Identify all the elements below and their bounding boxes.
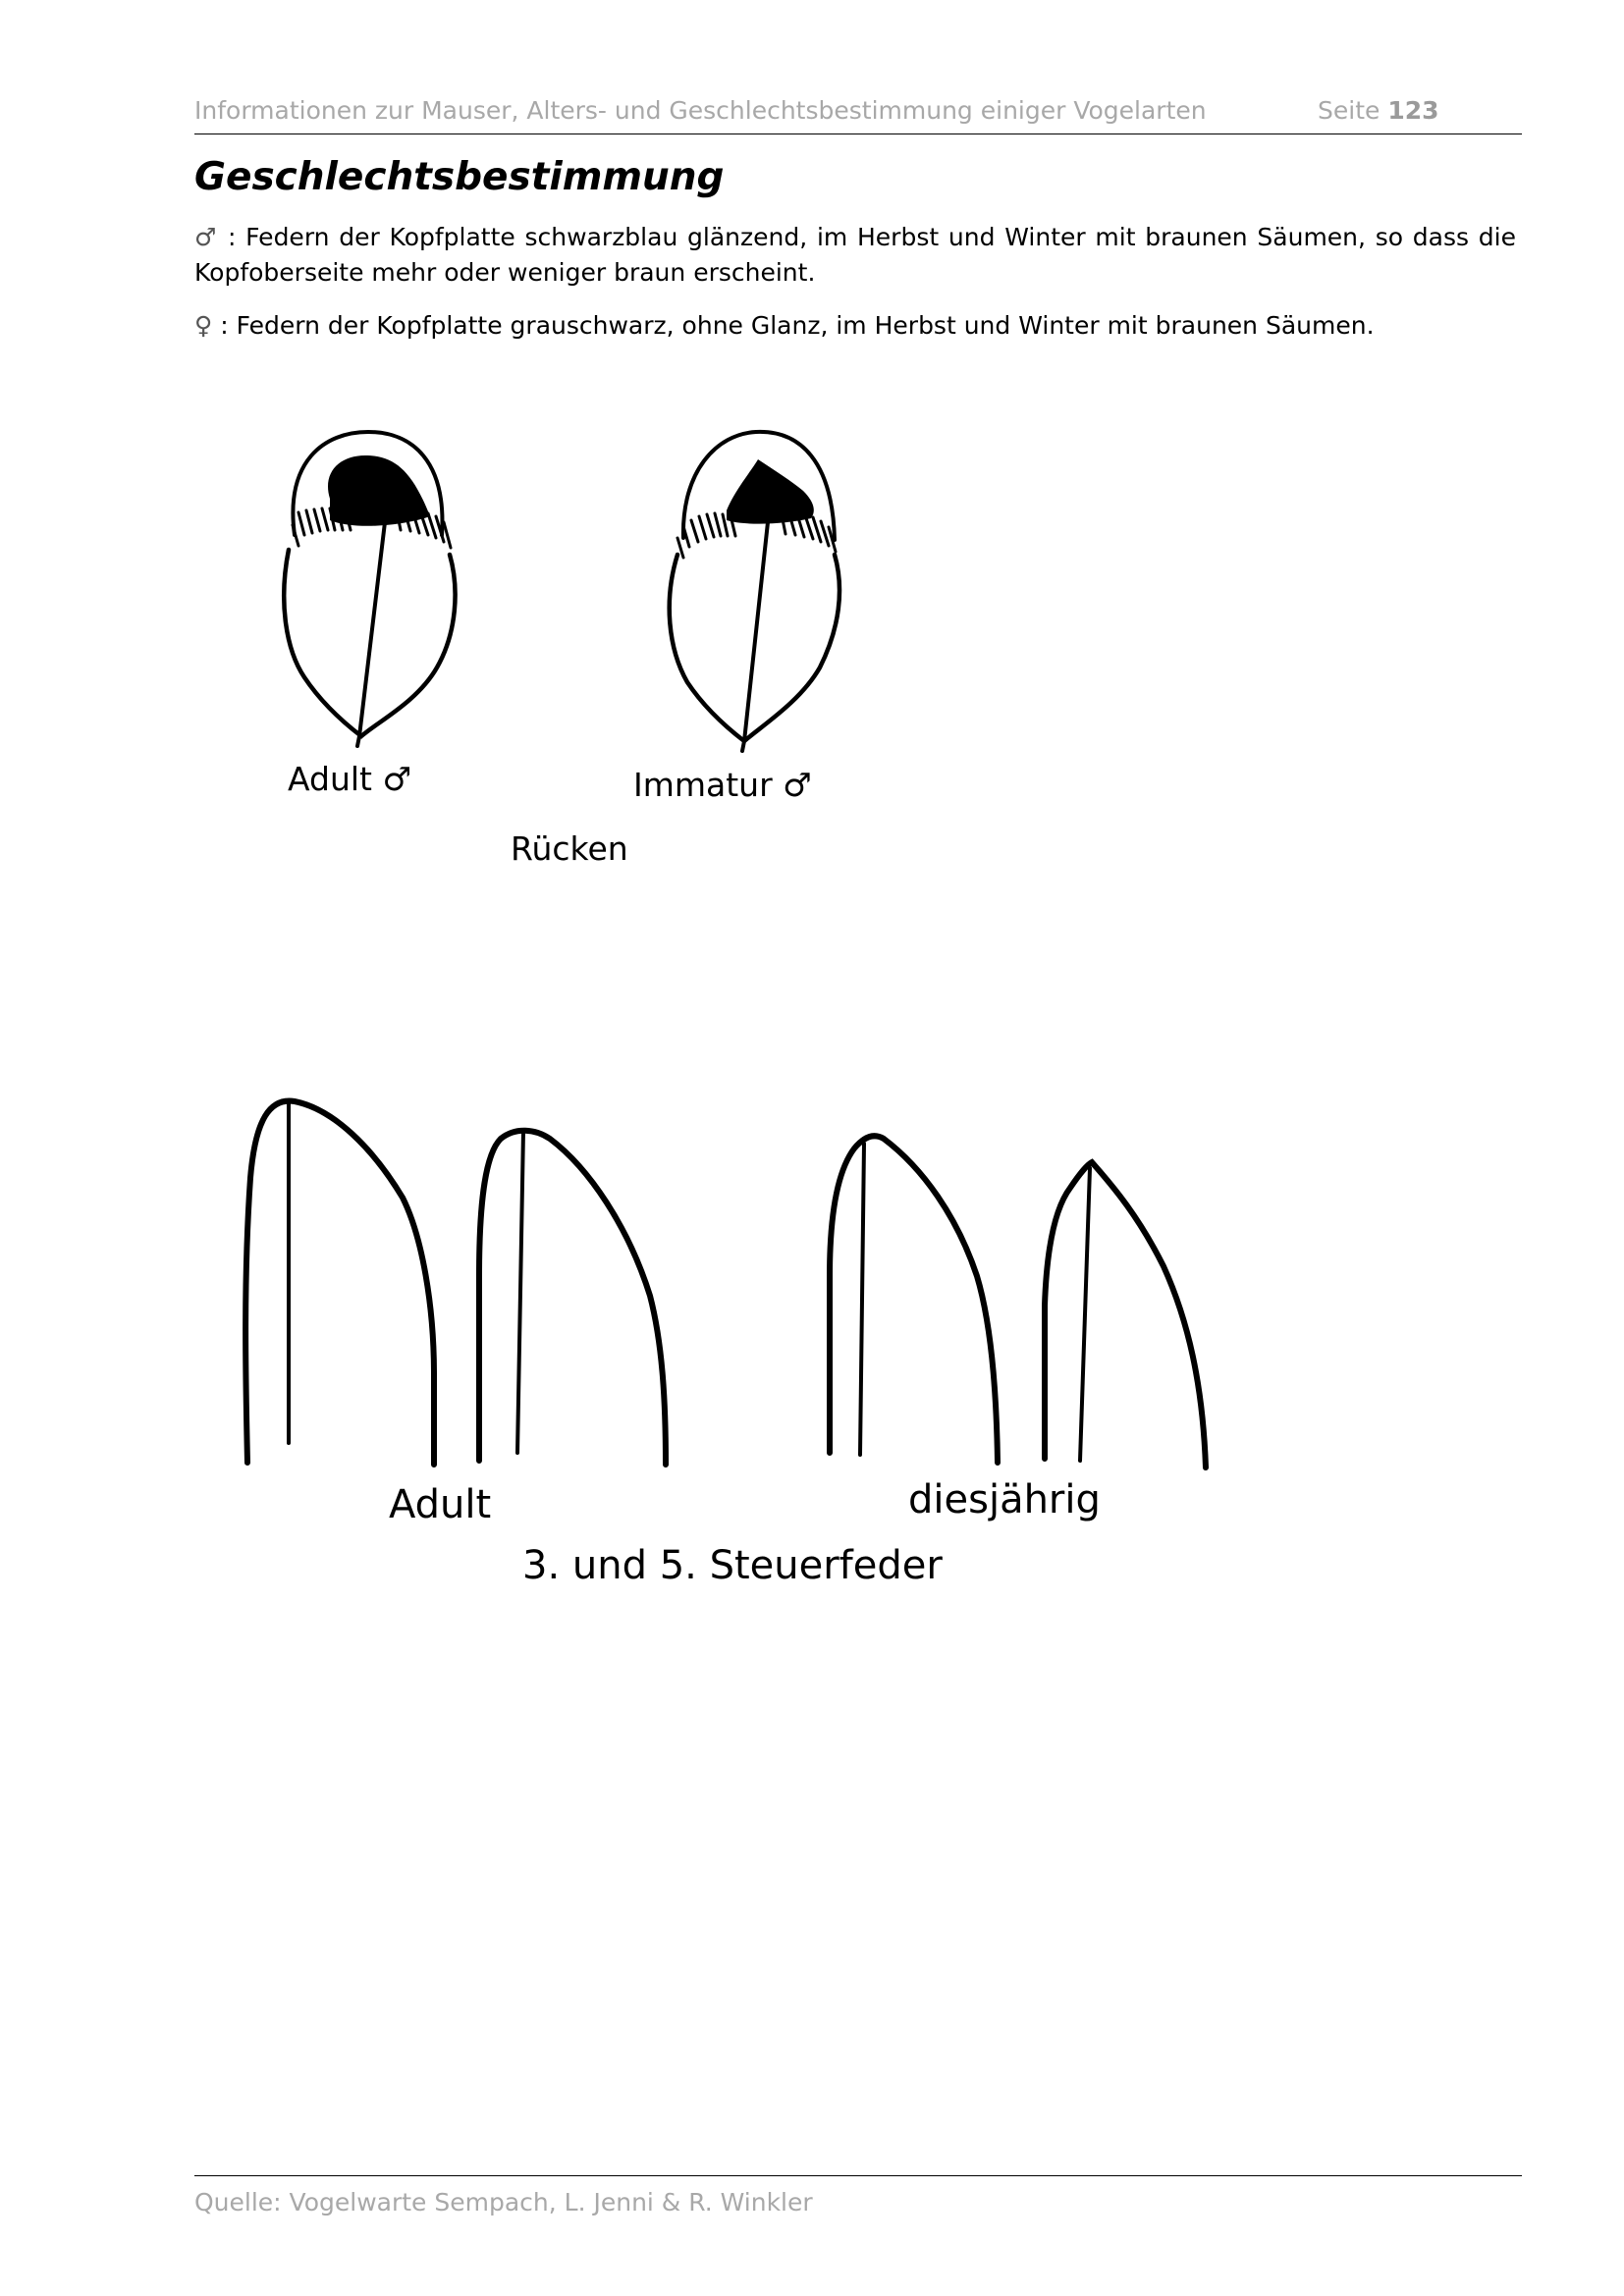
tail-feather-adult-5 (476, 1127, 669, 1468)
immature-hatching-right (780, 512, 838, 554)
feather-adult-male (282, 429, 458, 748)
female-symbol: ♀ (194, 311, 213, 340)
label-adult-male: Adult ♂ (288, 760, 412, 798)
page-number: 123 (1387, 96, 1439, 125)
header-title: Informationen zur Mauser, Alters- und Ge… (194, 96, 1207, 125)
caption-back: Rücken (511, 829, 628, 868)
label-tail-first-year: diesjährig (908, 1477, 1101, 1522)
male-description-text: : Federn der Kopfplatte schwarzblau glän… (194, 223, 1516, 287)
page-header: Informationen zur Mauser, Alters- und Ge… (194, 96, 1522, 134)
immature-hatching-left (676, 511, 737, 560)
adult-hatching-right (395, 508, 453, 550)
female-description: ♀ : Federn der Kopfplatte grauschwarz, o… (194, 308, 1516, 344)
male-symbol: ♂ (194, 223, 219, 251)
header-page-number: Seite 123 (1318, 96, 1439, 125)
label-immature-male: Immatur ♂ (633, 766, 812, 804)
tail-feather-first-year-5 (1042, 1158, 1209, 1470)
header-page-label: Seite (1318, 96, 1380, 125)
section-title: Geschlechtsbestimmung (194, 155, 725, 199)
female-description-text: : Federn der Kopfplatte grauschwarz, ohn… (212, 311, 1375, 340)
caption-tail: 3. und 5. Steuerfeder (522, 1543, 943, 1588)
footer-source: Quelle: Vogelwarte Sempach, L. Jenni & R… (194, 2188, 813, 2216)
label-tail-adult: Adult (389, 1482, 492, 1527)
tail-feather-first-year-3 (827, 1133, 1001, 1466)
feather-immature-male (667, 429, 842, 753)
adult-hatching-left (291, 507, 352, 548)
page-footer: Quelle: Vogelwarte Sempach, L. Jenni & R… (194, 2175, 1522, 2216)
male-description: ♂ : Federn der Kopfplatte schwarzblau gl… (194, 220, 1516, 291)
tail-feather-adult-3 (243, 1097, 437, 1468)
